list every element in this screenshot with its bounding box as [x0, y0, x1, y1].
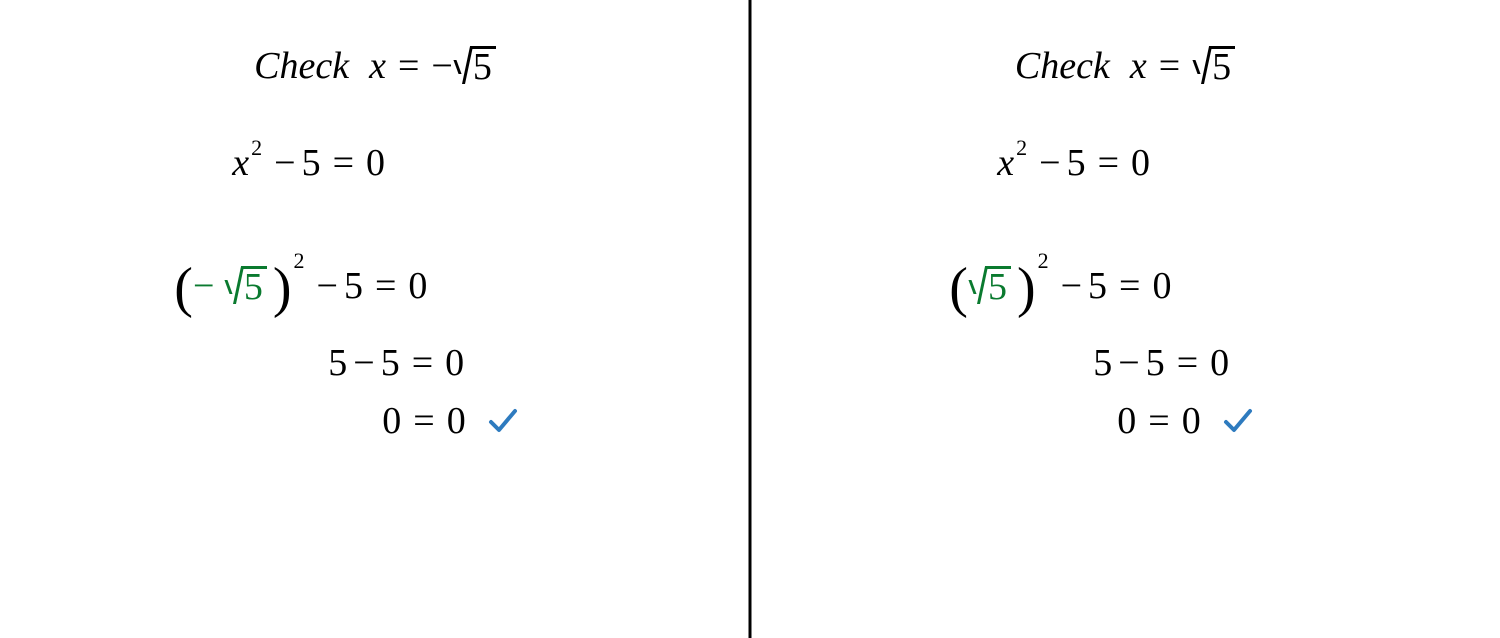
sqrt-icon: 5 [453, 44, 496, 90]
column-divider [749, 0, 752, 638]
right-stack: Check x = 5 x 2 − 5 [750, 40, 1500, 440]
literal-5: 5 [1146, 344, 1165, 382]
right-line-3: 5 − 5 = 0 [997, 344, 1252, 382]
literal-5: 5 [302, 144, 321, 182]
minus-sign: − [353, 344, 374, 382]
literal-5: 5 [1088, 267, 1107, 305]
literal-0: 0 [1131, 144, 1150, 182]
checkmark-icon [1223, 407, 1253, 435]
two-column-math-check: Check x = − 5 x 2 − 5 [0, 0, 1500, 638]
equals-sign: = [1098, 144, 1119, 182]
check-label: Check [254, 47, 349, 85]
literal-0: 0 [408, 267, 427, 305]
left-check-heading: Check x = − 5 [254, 40, 496, 86]
literal-0: 0 [1182, 402, 1201, 440]
minus-sign: − [1039, 144, 1060, 182]
equals-sign: = [1159, 47, 1180, 85]
minus-sign: − [1061, 267, 1082, 305]
minus-sign: − [1118, 344, 1139, 382]
equals-sign: = [1148, 402, 1169, 440]
exponent-2: 2 [1016, 137, 1027, 159]
substituted-value: − 5 [193, 260, 267, 306]
literal-5: 5 [381, 344, 400, 382]
literal-0: 0 [1210, 344, 1229, 382]
left-equations: x 2 − 5 = 0 ( − [232, 144, 517, 440]
equals-sign: = [413, 402, 434, 440]
right-line-1: x 2 − 5 = 0 [997, 144, 1252, 182]
left-line-1: x 2 − 5 = 0 [232, 144, 517, 182]
sqrt-icon: 5 [224, 264, 267, 310]
left-line-4: 0 = 0 [232, 402, 517, 440]
right-check-heading: Check x = 5 [1015, 40, 1235, 86]
radicand: 5 [471, 46, 496, 87]
literal-0: 0 [382, 402, 401, 440]
check-label: Check [1015, 47, 1110, 85]
literal-5: 5 [1093, 344, 1112, 382]
exponent-2: 2 [251, 137, 262, 159]
x-var: x [232, 144, 249, 182]
equals-sign: = [398, 47, 419, 85]
left-line-3: 5 − 5 = 0 [232, 344, 517, 382]
left-column: Check x = − 5 x 2 − 5 [0, 0, 750, 638]
sqrt-icon: 5 [1192, 44, 1235, 90]
literal-5: 5 [328, 344, 347, 382]
literal-0: 0 [1117, 402, 1136, 440]
minus-sign: − [317, 267, 338, 305]
equals-sign: = [1119, 267, 1140, 305]
left-line-2: ( − 5 ) 2 − 5 = [174, 260, 517, 306]
substituted-value: 5 [968, 260, 1011, 306]
radicand: 5 [986, 266, 1011, 307]
right-line-2: ( 5 ) 2 − 5 = [949, 260, 1252, 306]
literal-0: 0 [1152, 267, 1171, 305]
minus-sign: − [431, 47, 452, 85]
literal-0: 0 [366, 144, 385, 182]
minus-sign: − [193, 265, 214, 307]
left-stack: Check x = − 5 x 2 − 5 [0, 40, 750, 440]
equals-sign: = [375, 267, 396, 305]
right-line-4: 0 = 0 [997, 402, 1252, 440]
radicand: 5 [242, 266, 267, 307]
literal-5: 5 [344, 267, 363, 305]
radicand: 5 [1210, 46, 1235, 87]
literal-5: 5 [1067, 144, 1086, 182]
exponent-2: 2 [294, 250, 305, 272]
literal-0: 0 [447, 402, 466, 440]
sqrt-icon: 5 [968, 264, 1011, 310]
x-var: x [1130, 47, 1147, 85]
equals-sign: = [1177, 344, 1198, 382]
right-column: Check x = 5 x 2 − 5 [750, 0, 1500, 638]
exponent-2: 2 [1038, 250, 1049, 272]
right-equations: x 2 − 5 = 0 ( 5 [997, 144, 1252, 440]
x-var: x [997, 144, 1014, 182]
literal-0: 0 [445, 344, 464, 382]
equals-sign: = [333, 144, 354, 182]
checkmark-icon [488, 407, 518, 435]
x-var: x [369, 47, 386, 85]
minus-sign: − [274, 144, 295, 182]
equals-sign: = [412, 344, 433, 382]
